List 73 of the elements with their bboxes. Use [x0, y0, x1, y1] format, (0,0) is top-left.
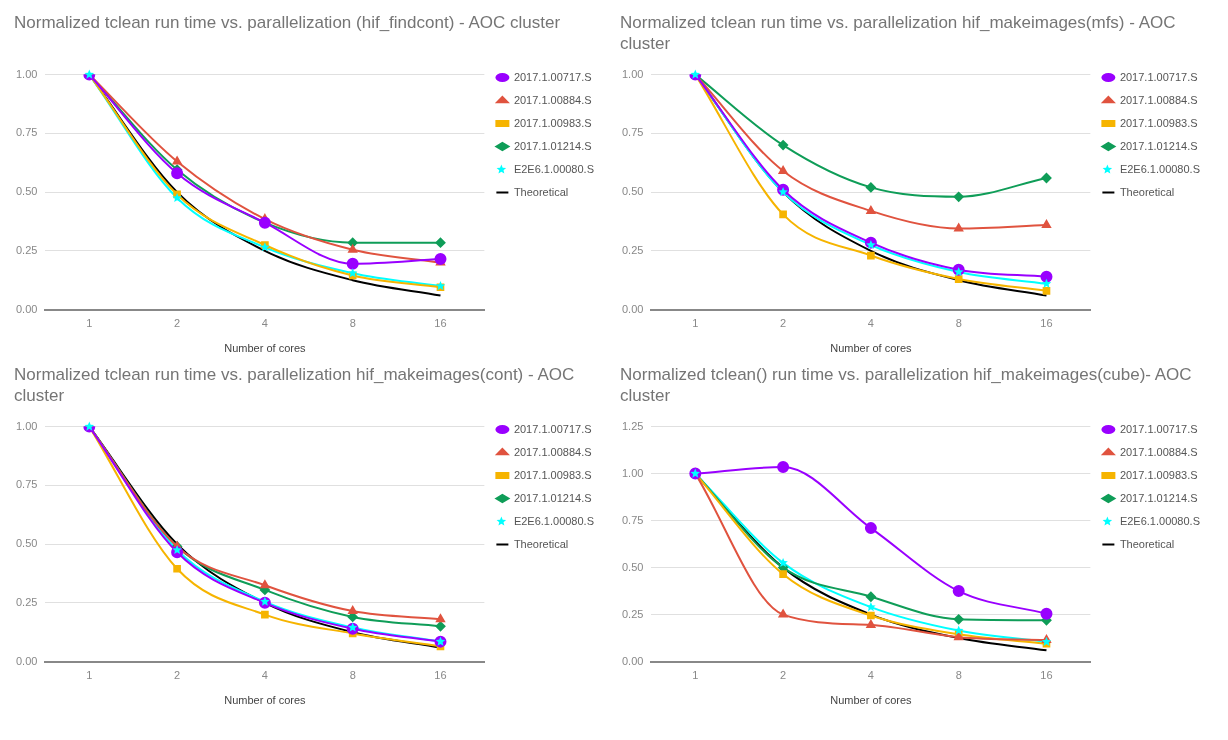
x-tick-label: 1 [86, 669, 93, 682]
x-tick-label: 8 [349, 669, 356, 682]
legend-label: 2017.1.01214.S [1119, 139, 1198, 152]
legend-label: E2E6.1.00080.S [1119, 514, 1200, 527]
legend-label: 2017.1.00717.S [1119, 422, 1198, 435]
y-tick-label: 0.75 [15, 478, 38, 491]
legend-label: 2017.1.00717.S [513, 70, 592, 83]
y-tick-label: 0.75 [15, 126, 38, 139]
y-tick-label: 1.00 [15, 67, 38, 80]
x-tick-label: 2 [174, 669, 181, 682]
legend-label: 2017.1.00983.S [1119, 468, 1198, 481]
legend-label: Theoretical [1119, 185, 1175, 198]
y-tick-label: 0.00 [621, 654, 644, 667]
legend-label: Theoretical [513, 185, 569, 198]
y-tick-label: 0.00 [15, 302, 38, 315]
x-tick-label: 8 [955, 317, 962, 330]
legend-label: E2E6.1.00080.S [513, 162, 594, 175]
chart-title: Normalized tclean() run time vs. parallelization hif_makeimages(cube)- AOC cluster [619, 364, 1193, 407]
x-tick-label: 4 [867, 669, 874, 682]
x-tick-label: 16 [1040, 317, 1053, 330]
legend-label: 2017.1.00983.S [513, 116, 592, 129]
x-axis-title: Number of cores [224, 342, 307, 355]
y-tick-label: 0.25 [621, 607, 644, 620]
x-tick-label: 4 [261, 669, 268, 682]
y-tick-label: 1.00 [621, 466, 644, 479]
y-tick-label: 0.50 [15, 537, 38, 550]
legend-label: 2017.1.00884.S [513, 93, 592, 106]
chart-title: Normalized tclean run time vs. parallelization hif_makeimages(mfs) - AOC cluster [619, 12, 1177, 55]
y-tick-label: 0.75 [621, 126, 644, 139]
x-tick-label: 4 [867, 317, 874, 330]
legend-label: 2017.1.01214.S [513, 491, 592, 504]
x-tick-label: 1 [86, 317, 93, 330]
y-tick-label: 1.00 [621, 67, 644, 80]
y-tick-label: 0.50 [621, 185, 644, 198]
x-axis-title: Number of cores [830, 342, 913, 355]
x-tick-label: 8 [955, 669, 962, 682]
x-tick-label: 1 [692, 669, 699, 682]
legend-label: 2017.1.00983.S [513, 468, 592, 481]
y-tick-label: 0.25 [621, 243, 644, 256]
y-tick-label: 0.25 [15, 243, 38, 256]
y-tick-label: 1.00 [15, 419, 38, 432]
x-tick-label: 16 [434, 669, 447, 682]
x-tick-label: 8 [349, 317, 356, 330]
legend-label: E2E6.1.00080.S [1119, 162, 1200, 175]
legend-label: 2017.1.00717.S [1119, 70, 1198, 83]
x-tick-label: 4 [261, 317, 268, 330]
x-tick-label: 1 [692, 317, 699, 330]
legend-label: Theoretical [513, 537, 569, 550]
chart-title: Normalized tclean run time vs. parallelization hif_makeimages(cont) - AOC cluster [13, 364, 576, 407]
legend-label: 2017.1.01214.S [513, 139, 592, 152]
legend-label: 2017.1.00884.S [513, 445, 592, 458]
x-tick-label: 2 [780, 317, 787, 330]
x-tick-label: 16 [1040, 669, 1053, 682]
legend-label: E2E6.1.00080.S [513, 514, 594, 527]
y-tick-label: 0.25 [15, 595, 38, 608]
legend-label: 2017.1.00983.S [1119, 116, 1198, 129]
x-axis-title: Number of cores [224, 694, 307, 707]
x-tick-label: 2 [174, 317, 181, 330]
legend-label: 2017.1.00717.S [513, 422, 592, 435]
x-axis-title: Number of cores [830, 694, 913, 707]
chart-title: Normalized tclean run time vs. parallelization (hif_findcont) - AOC cluster [13, 12, 562, 34]
y-tick-label: 0.50 [621, 560, 644, 573]
legend-label: Theoretical [1119, 537, 1175, 550]
y-tick-label: 0.00 [15, 654, 38, 667]
legend-label: 2017.1.01214.S [1119, 491, 1198, 504]
y-tick-label: 0.75 [621, 513, 644, 526]
legend-label: 2017.1.00884.S [1119, 445, 1198, 458]
y-tick-label: 0.50 [15, 185, 38, 198]
y-tick-label: 0.00 [621, 302, 644, 315]
y-tick-label: 1.25 [621, 419, 644, 432]
legend-label: 2017.1.00884.S [1119, 93, 1198, 106]
x-tick-label: 16 [434, 317, 447, 330]
x-tick-label: 2 [780, 669, 787, 682]
